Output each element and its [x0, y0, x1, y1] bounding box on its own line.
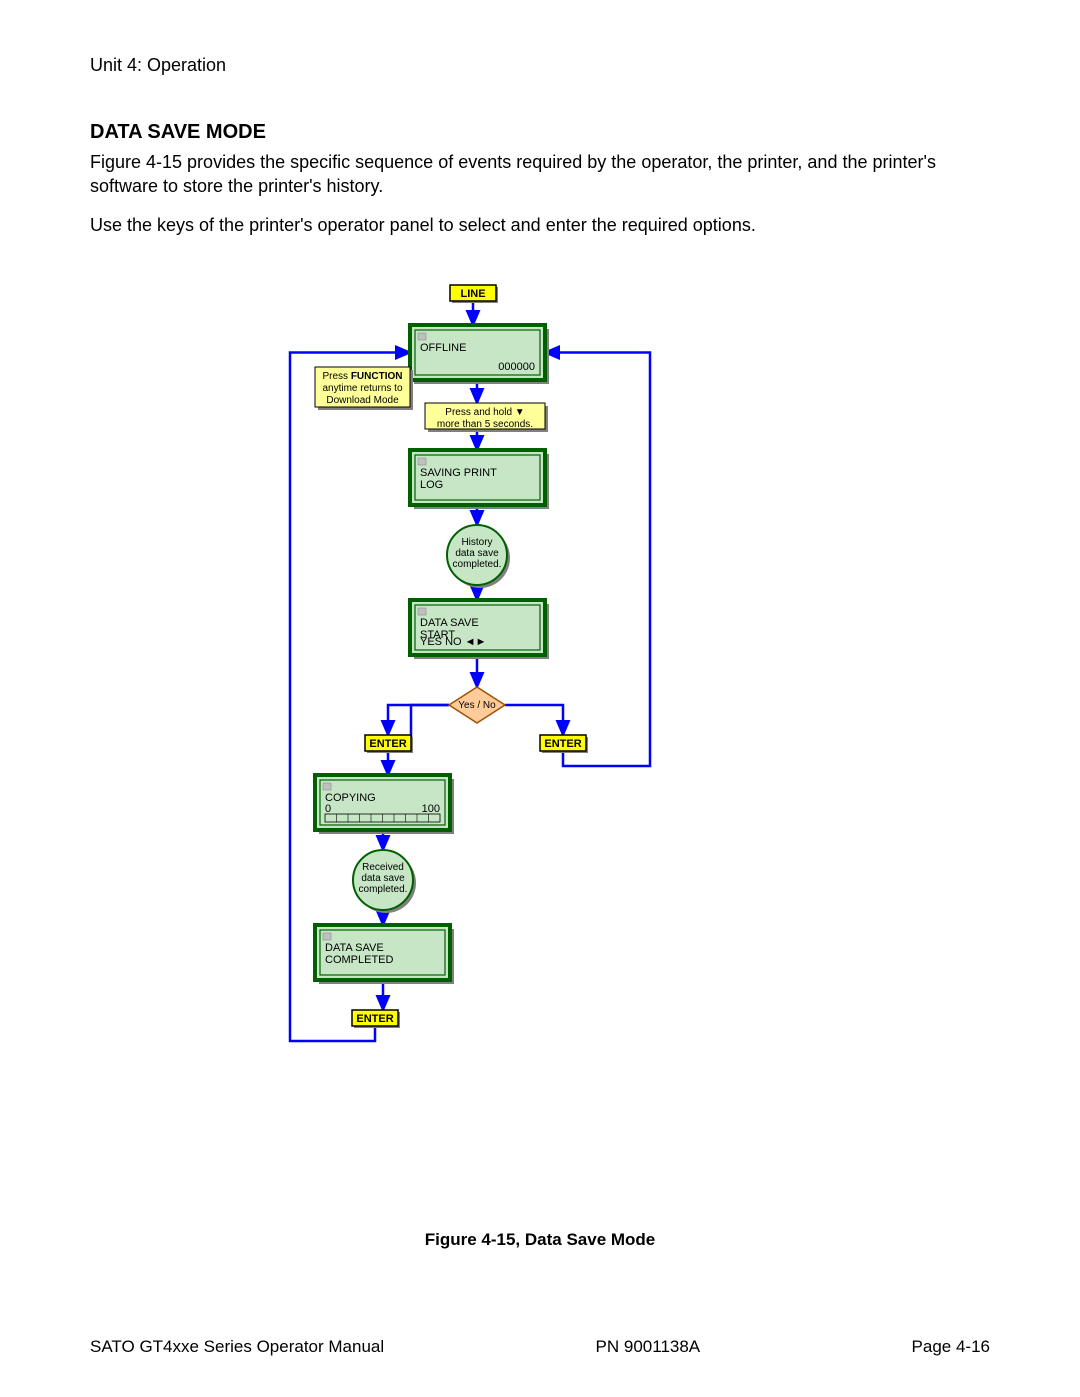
svg-text:History: History — [461, 537, 492, 548]
svg-text:LINE: LINE — [460, 288, 485, 300]
section-title: DATA SAVE MODE — [90, 121, 990, 144]
svg-text:100: 100 — [422, 803, 440, 815]
page-footer: SATO GT4xxe Series Operator Manual PN 90… — [90, 1337, 990, 1357]
svg-text:Press FUNCTION: Press FUNCTION — [322, 371, 402, 382]
svg-text:ENTER: ENTER — [544, 738, 581, 750]
svg-text:ENTER: ENTER — [369, 738, 406, 750]
svg-text:Download Mode: Download Mode — [326, 395, 399, 406]
svg-text:data save: data save — [361, 873, 405, 884]
svg-text:DATA SAVE: DATA SAVE — [325, 942, 384, 954]
paragraph-1: Figure 4-15 provides the specific sequen… — [90, 150, 990, 199]
paragraph-2: Use the keys of the printer's operator p… — [90, 213, 990, 237]
footer-center: PN 9001138A — [596, 1337, 701, 1357]
svg-text:DATA SAVE: DATA SAVE — [420, 617, 479, 629]
svg-text:COMPLETED: COMPLETED — [325, 954, 394, 966]
svg-text:Received: Received — [362, 862, 404, 873]
svg-text:YES NO ◄►: YES NO ◄► — [420, 636, 486, 648]
svg-text:anytime returns to: anytime returns to — [322, 383, 402, 394]
svg-text:000000: 000000 — [498, 361, 535, 373]
svg-text:more than 5 seconds.: more than 5 seconds. — [437, 419, 533, 430]
svg-text:Press and hold ▼: Press and hold ▼ — [445, 407, 524, 418]
svg-text:completed.: completed. — [453, 559, 502, 570]
svg-text:Yes / No: Yes / No — [458, 700, 496, 711]
svg-text:SAVING PRINT: SAVING PRINT — [420, 467, 497, 479]
svg-text:0: 0 — [325, 803, 331, 815]
svg-text:COPYING: COPYING — [325, 792, 376, 804]
footer-left: SATO GT4xxe Series Operator Manual — [90, 1337, 384, 1357]
svg-text:OFFLINE: OFFLINE — [420, 342, 466, 354]
footer-right: Page 4-16 — [912, 1337, 990, 1357]
figure-caption: Figure 4-15, Data Save Mode — [0, 1230, 1080, 1250]
svg-text:data save: data save — [455, 548, 499, 559]
flowchart-diagram: LINE OFFLINE 000000 Press FUNCTIONanytime r… — [280, 270, 870, 1200]
header-unit: Unit 4: Operation — [90, 55, 990, 76]
svg-text:completed.: completed. — [359, 884, 408, 895]
svg-text:ENTER: ENTER — [356, 1013, 393, 1025]
svg-text:LOG: LOG — [420, 479, 443, 491]
